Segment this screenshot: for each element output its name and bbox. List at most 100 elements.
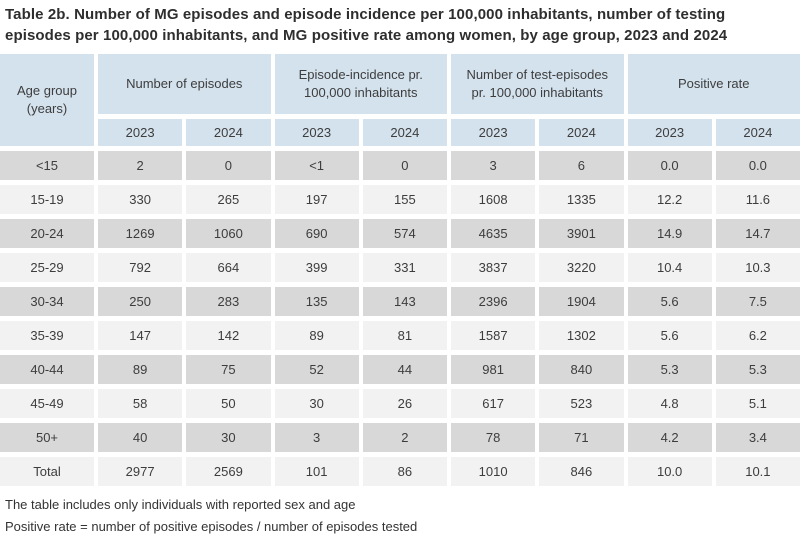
value-cell: 6 xyxy=(539,151,624,181)
value-cell: 50 xyxy=(186,389,271,419)
value-cell: 4.2 xyxy=(627,423,712,453)
value-cell: 617 xyxy=(451,389,536,419)
value-cell: 2977 xyxy=(98,457,183,487)
value-cell: <1 xyxy=(274,151,359,181)
age-cell: 15-19 xyxy=(0,185,94,215)
value-cell: 1010 xyxy=(451,457,536,487)
value-cell: 135 xyxy=(274,287,359,317)
value-cell: 2 xyxy=(362,423,447,453)
table-title: Table 2b. Number of MG episodes and epis… xyxy=(5,6,728,44)
year-header: 2023 xyxy=(627,119,712,147)
value-cell: 81 xyxy=(362,321,447,351)
value-cell: 0.0 xyxy=(715,151,800,181)
value-cell: 14.9 xyxy=(627,219,712,249)
value-cell: 1904 xyxy=(539,287,624,317)
value-cell: 0 xyxy=(362,151,447,181)
value-cell: 3.4 xyxy=(715,423,800,453)
value-cell: 6.2 xyxy=(715,321,800,351)
value-cell: 44 xyxy=(362,355,447,385)
table-row: 25-29 792 664 399 331 3837 3220 10.4 10.… xyxy=(0,253,800,283)
value-cell: 250 xyxy=(98,287,183,317)
value-cell: 2396 xyxy=(451,287,536,317)
footnotes: The table includes only individuals with… xyxy=(0,491,800,536)
value-cell: 574 xyxy=(362,219,447,249)
value-cell: 3220 xyxy=(539,253,624,283)
value-cell: 71 xyxy=(539,423,624,453)
value-cell: 690 xyxy=(274,219,359,249)
year-header: 2024 xyxy=(715,119,800,147)
value-cell: 1587 xyxy=(451,321,536,351)
value-cell: 5.6 xyxy=(627,321,712,351)
value-cell: 40 xyxy=(98,423,183,453)
table-row: 30-34 250 283 135 143 2396 1904 5.6 7.5 xyxy=(0,287,800,317)
value-cell: 10.1 xyxy=(715,457,800,487)
value-cell: 3 xyxy=(451,151,536,181)
value-cell: 89 xyxy=(274,321,359,351)
value-cell: 155 xyxy=(362,185,447,215)
table-row: 35-39 147 142 89 81 1587 1302 5.6 6.2 xyxy=(0,321,800,351)
age-cell: <15 xyxy=(0,151,94,181)
value-cell: 2 xyxy=(98,151,183,181)
value-cell: 4.8 xyxy=(627,389,712,419)
age-cell: 25-29 xyxy=(0,253,94,283)
value-cell: 283 xyxy=(186,287,271,317)
col-group-episode-incidence: Episode-incidence pr. 100,000 inhabitant… xyxy=(274,54,447,115)
age-cell: 30-34 xyxy=(0,287,94,317)
value-cell: 846 xyxy=(539,457,624,487)
age-cell: 50+ xyxy=(0,423,94,453)
value-cell: 26 xyxy=(362,389,447,419)
value-cell: 523 xyxy=(539,389,624,419)
table-row: <15 2 0 <1 0 3 6 0.0 0.0 xyxy=(0,151,800,181)
age-cell: 20-24 xyxy=(0,219,94,249)
table-row: 15-19 330 265 197 155 1608 1335 12.2 11.… xyxy=(0,185,800,215)
value-cell: 0.0 xyxy=(627,151,712,181)
col-group-test-episodes: Number of test-episodes pr. 100,000 inha… xyxy=(451,54,624,115)
value-cell: 10.4 xyxy=(627,253,712,283)
value-cell: 30 xyxy=(274,389,359,419)
value-cell: 58 xyxy=(98,389,183,419)
value-cell: 1608 xyxy=(451,185,536,215)
year-header: 2023 xyxy=(451,119,536,147)
value-cell: 792 xyxy=(98,253,183,283)
value-cell: 265 xyxy=(186,185,271,215)
value-cell: 5.6 xyxy=(627,287,712,317)
value-cell: 147 xyxy=(98,321,183,351)
value-cell: 101 xyxy=(274,457,359,487)
value-cell: 2569 xyxy=(186,457,271,487)
age-cell: 35-39 xyxy=(0,321,94,351)
year-header: 2024 xyxy=(186,119,271,147)
value-cell: 78 xyxy=(451,423,536,453)
footnote-line: The table includes only individuals with… xyxy=(5,497,356,513)
table-row: 45-49 58 50 30 26 617 523 4.8 5.1 xyxy=(0,389,800,419)
value-cell: 30 xyxy=(186,423,271,453)
value-cell: 10.0 xyxy=(627,457,712,487)
value-cell: 11.6 xyxy=(715,185,800,215)
value-cell: 143 xyxy=(362,287,447,317)
value-cell: 5.3 xyxy=(715,355,800,385)
age-cell: 40-44 xyxy=(0,355,94,385)
value-cell: 981 xyxy=(451,355,536,385)
year-header: 2024 xyxy=(362,119,447,147)
value-cell: 399 xyxy=(274,253,359,283)
value-cell: 3837 xyxy=(451,253,536,283)
table-row: 50+ 40 30 3 2 78 71 4.2 3.4 xyxy=(0,423,800,453)
value-cell: 4635 xyxy=(451,219,536,249)
table-row: 20-24 1269 1060 690 574 4635 3901 14.9 1… xyxy=(0,219,800,249)
value-cell: 197 xyxy=(274,185,359,215)
mg-episodes-table: Age group (years) Number of episodes Epi… xyxy=(0,49,800,491)
value-cell: 3901 xyxy=(539,219,624,249)
year-header: 2024 xyxy=(539,119,624,147)
value-cell: 1302 xyxy=(539,321,624,351)
value-cell: 664 xyxy=(186,253,271,283)
value-cell: 7.5 xyxy=(715,287,800,317)
footnote-line: Positive rate = number of positive episo… xyxy=(5,518,418,534)
value-cell: 5.1 xyxy=(715,389,800,419)
value-cell: 840 xyxy=(539,355,624,385)
col-group-number-of-episodes: Number of episodes xyxy=(98,54,271,115)
year-header-row: 2023 2024 2023 2024 2023 2024 2023 2024 xyxy=(0,119,800,147)
col-group-positive-rate: Positive rate xyxy=(627,54,800,115)
value-cell: 10.3 xyxy=(715,253,800,283)
value-cell: 14.7 xyxy=(715,219,800,249)
group-header-row: Age group (years) Number of episodes Epi… xyxy=(0,54,800,147)
year-header: 2023 xyxy=(274,119,359,147)
